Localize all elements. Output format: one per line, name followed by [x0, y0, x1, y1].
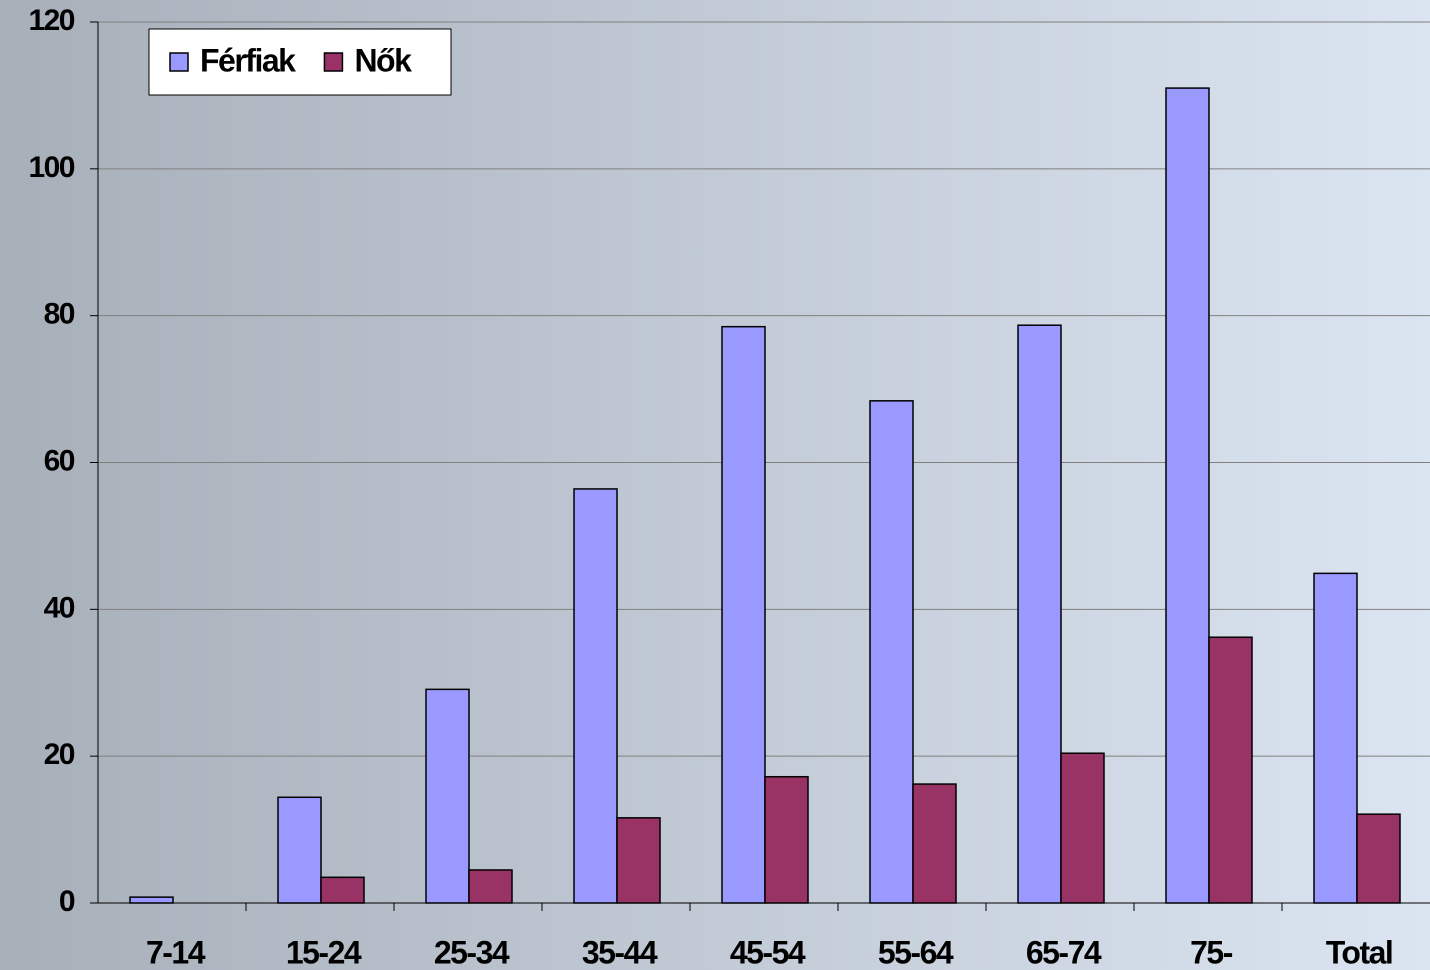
x-tick-label: 35-44 [582, 934, 658, 970]
x-tick-label: 45-54 [730, 934, 806, 970]
legend-label: Nők [354, 42, 412, 78]
bar [1060, 752, 1105, 904]
x-tick-label: 15-24 [286, 934, 362, 970]
x-tick-label: 75- [1190, 934, 1233, 970]
bar [1313, 572, 1358, 904]
x-tick-label: 25-34 [434, 934, 510, 970]
y-tick-label: 60 [44, 444, 75, 477]
bar [425, 688, 470, 904]
legend-box [148, 28, 452, 96]
bar [277, 796, 322, 904]
legend: Férfiak Nők [148, 28, 452, 96]
x-tick-label: 65-74 [1026, 934, 1102, 970]
bar [1017, 324, 1062, 904]
y-tick-label: 0 [59, 885, 75, 918]
bar [1208, 636, 1253, 904]
x-tick-label: Total [1326, 934, 1393, 970]
x-tick-label: 55-64 [878, 934, 954, 970]
bar [320, 876, 365, 904]
bar [721, 325, 766, 904]
bar [573, 488, 618, 904]
bar [616, 817, 661, 904]
y-tick-label: 20 [44, 738, 75, 771]
bar [869, 400, 914, 904]
x-tick-label: 7-14 [146, 934, 206, 970]
bar [912, 783, 957, 904]
bar [129, 896, 174, 904]
legend-swatch [169, 52, 189, 72]
bar [1165, 87, 1210, 904]
y-tick-label: 40 [44, 591, 75, 624]
y-tick-label: 100 [28, 151, 74, 184]
legend-swatch [323, 52, 344, 72]
bar [468, 869, 513, 904]
legend-label: Férfiak [200, 42, 296, 78]
bar [1356, 813, 1401, 904]
y-tick-label: 80 [44, 298, 75, 331]
y-tick-label: 120 [28, 4, 74, 37]
bar [764, 775, 809, 904]
